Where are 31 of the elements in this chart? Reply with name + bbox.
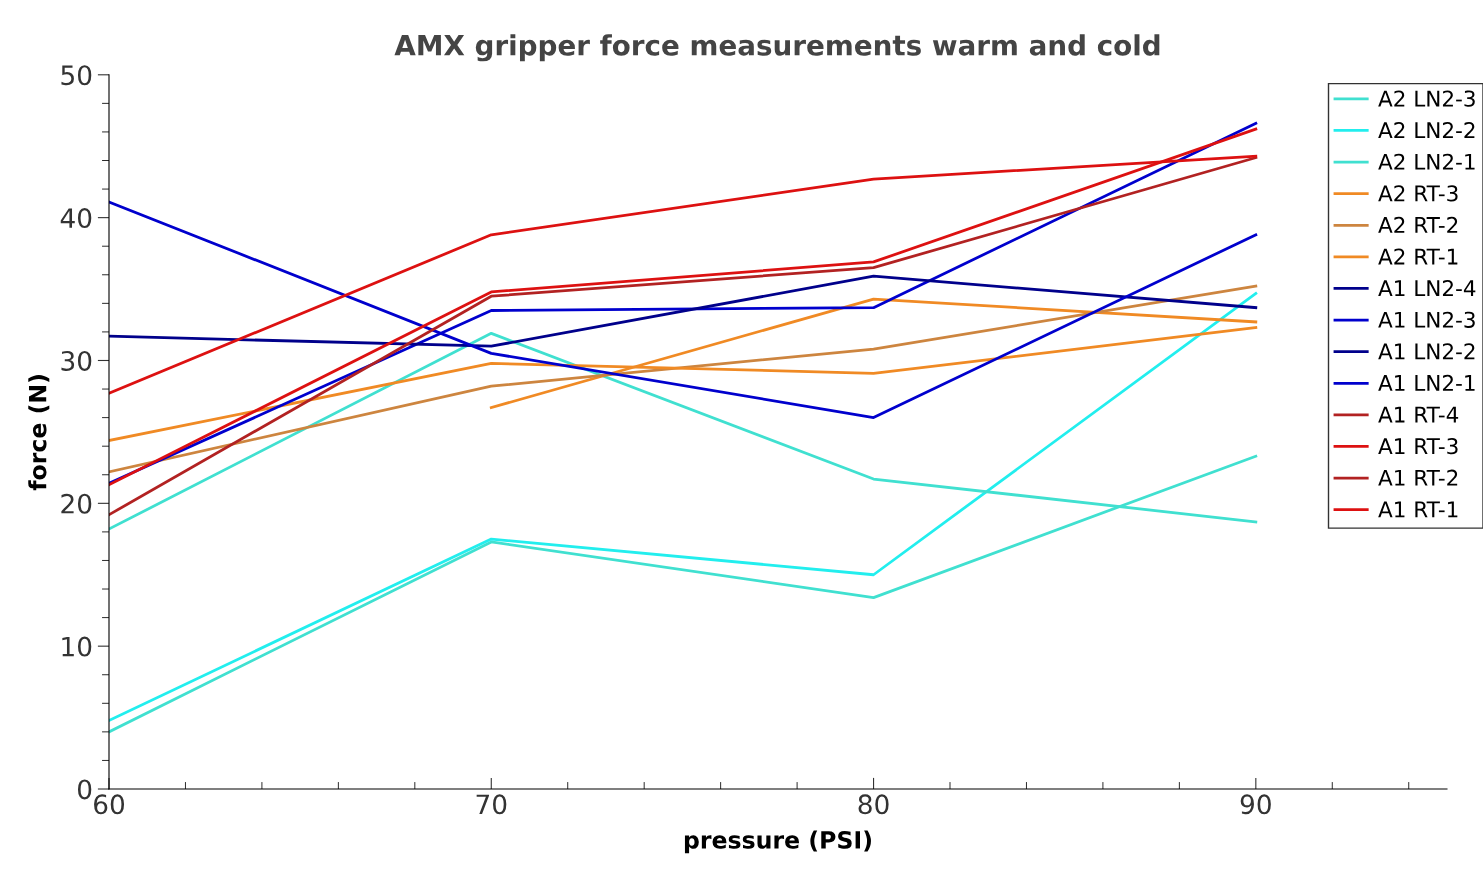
legend-label: A2 RT-3: [1378, 185, 1458, 202]
y-tick-label: 0: [77, 779, 92, 800]
legend-label: A1 RT-3: [1378, 438, 1458, 455]
legend-label: A2 LN2-1: [1378, 153, 1475, 170]
legend-label: A2 LN2-2: [1378, 122, 1475, 139]
line-series: [109, 284, 1258, 474]
y-axis-title: force (N): [28, 375, 50, 491]
y-tick-label: 40: [60, 208, 92, 229]
legend-label: A1 LN2-3: [1378, 311, 1475, 328]
legend-label: A1 RT-2: [1378, 469, 1458, 486]
chart-title: AMX gripper force measurements warm and cold: [394, 34, 1160, 62]
x-axis-title: pressure (PSI): [684, 830, 871, 854]
y-tick-label: 20: [61, 493, 92, 514]
x-tick-label: 60: [94, 794, 125, 815]
legend-label: A1 LN2-2: [1378, 343, 1475, 360]
legend-label: A2 RT-1: [1378, 248, 1458, 265]
legend-label: A2 LN2-3: [1378, 90, 1475, 107]
legend-label: A1 LN2-4: [1378, 280, 1476, 297]
legend-label: A1 RT-4: [1378, 406, 1459, 423]
y-tick-label: 10: [62, 636, 92, 657]
y-tick-label: 50: [61, 65, 92, 86]
x-tick-label: 70: [476, 794, 507, 815]
legend-label: A1 LN2-1: [1378, 374, 1475, 391]
legend-label: A2 RT-2: [1378, 216, 1458, 233]
y-tick-label: 30: [61, 350, 92, 371]
legend-label: A1 RT-1: [1378, 501, 1458, 518]
x-tick-label: 90: [1240, 794, 1271, 815]
x-tick-label: 80: [858, 794, 889, 815]
line-series: [109, 156, 1258, 517]
line-series: [109, 291, 1258, 722]
line-series: [109, 274, 1258, 348]
